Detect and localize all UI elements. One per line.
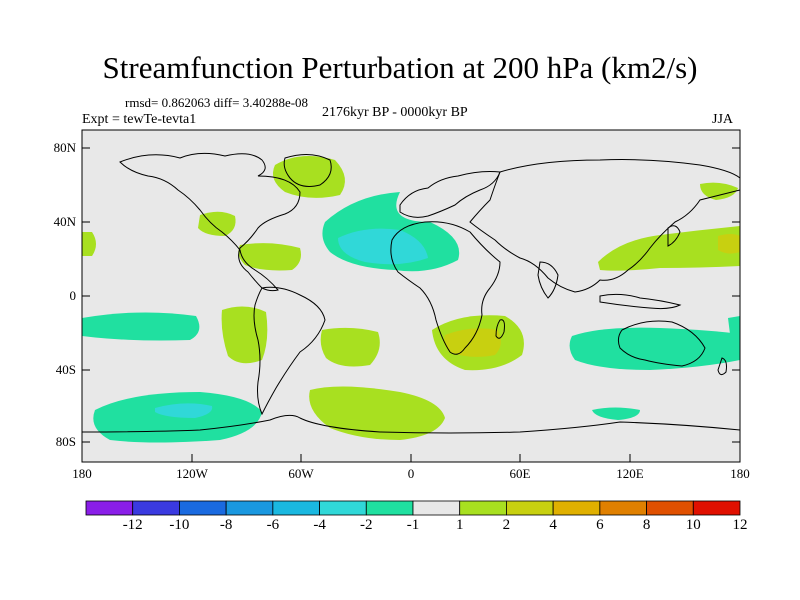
colorbar-box (85, 500, 134, 516)
season-label: JJA (712, 112, 734, 127)
coast-greenland (283, 154, 332, 187)
colorbar-label: 1 (455, 517, 464, 533)
colorbar-box (646, 500, 694, 516)
coast-south-america (253, 286, 326, 416)
field-tasman (728, 316, 740, 334)
colorbar-label: 2 (502, 517, 511, 533)
field-antarctic-east (592, 407, 640, 420)
field-caribbean (238, 243, 301, 271)
field-atlantic-cyan (338, 228, 428, 265)
colorbar-label: -10 (169, 517, 190, 533)
x-label-180w: 180 (72, 466, 92, 481)
coastlines (82, 152, 740, 434)
field-pacific-north (198, 211, 236, 236)
colorbar-box (132, 500, 180, 516)
coast-asia (469, 159, 740, 293)
colorbar-label: -2 (360, 517, 373, 533)
colorbar-box (179, 500, 227, 516)
field-south-pacific-teal (82, 312, 200, 341)
y-label-80s: 80S (55, 434, 76, 449)
colorbar-box (319, 500, 367, 516)
field-edge-west (82, 232, 96, 256)
period-label: 2176kyr BP - 0000kyr BP (322, 105, 468, 120)
plot-title: Streamfunction Perturbation at 200 hPa (… (102, 50, 698, 85)
y-ticks (82, 147, 740, 443)
field-east-asia-yellow (718, 234, 740, 254)
field-weddell (309, 386, 445, 440)
colorbar-box (552, 500, 601, 516)
colorbar-box (272, 500, 320, 516)
colorbar-box (412, 500, 461, 516)
x-label-120w: 120W (176, 466, 208, 481)
rmsd-diff-stats: rmsd= 0.862063 diff= 3.40288e-08 (125, 95, 309, 110)
field-southern-ocean-cyan (155, 403, 213, 418)
colorbar-label: -6 (266, 517, 280, 533)
colorbar-label: -4 (313, 517, 326, 533)
x-label-60w: 60W (288, 466, 314, 481)
y-label-80n: 80N (53, 140, 76, 155)
coast-australia (617, 320, 706, 367)
x-label-60e: 60E (509, 466, 531, 481)
field-southern-africa-yellow (444, 328, 501, 357)
colorbar-label: -12 (122, 517, 143, 533)
colorbar-label: 12 (732, 517, 748, 533)
colorbar-label: -8 (219, 517, 233, 533)
x-ticks (81, 454, 741, 462)
y-label-40s: 40S (55, 362, 76, 377)
y-label-40n: 40N (53, 214, 76, 229)
x-label-180e: 180 (730, 466, 750, 481)
x-label-120e: 120E (616, 466, 644, 481)
colorbar-label: 8 (642, 517, 651, 533)
colorbar-box (692, 500, 741, 516)
coast-india (537, 261, 559, 299)
experiment-label: Expt = tewTe-tevta1 (82, 112, 197, 127)
coast-japan (667, 225, 681, 247)
field-south-atlantic (320, 327, 380, 367)
field-east-asia (598, 226, 740, 271)
field-australia (569, 327, 740, 370)
colorbar-box (599, 500, 647, 516)
x-label-0: 0 (407, 466, 415, 481)
coast-north-america (119, 152, 301, 292)
coast-africa (390, 221, 501, 355)
coast-europe (399, 171, 501, 218)
colorbar-box (365, 500, 414, 516)
colorbar-label: 10 (685, 517, 701, 533)
colorbar-label: 6 (596, 517, 604, 533)
field-north-atlantic (272, 156, 345, 198)
colorbar-box (506, 500, 554, 516)
colorbar-box (459, 500, 507, 516)
colorbar (85, 500, 741, 516)
colorbar-label: 4 (549, 517, 557, 533)
field-south-america (221, 306, 268, 364)
coast-madagascar (495, 319, 505, 339)
colorbar-label: -1 (406, 517, 420, 533)
anomaly-fields (82, 156, 740, 443)
field-siberia (700, 182, 738, 200)
coast-antarctica (82, 414, 740, 434)
y-label-0: 0 (69, 288, 77, 303)
coast-indonesia (599, 293, 682, 310)
coast-new-zealand (717, 357, 727, 376)
colorbar-box (225, 500, 274, 516)
